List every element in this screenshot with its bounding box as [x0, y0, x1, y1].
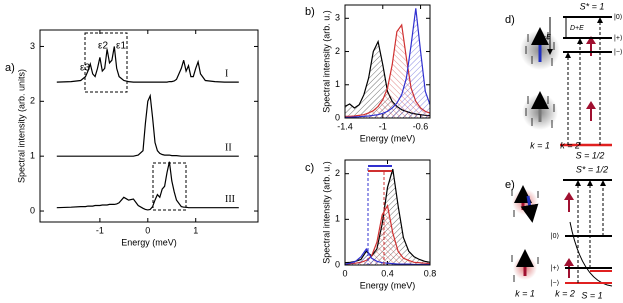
- level-label: |0⟩: [551, 232, 560, 240]
- y-tick-label: 2: [335, 46, 340, 56]
- panel-label: e): [505, 179, 515, 191]
- y-axis-label: Spectral intensity (arb. u.): [321, 161, 331, 264]
- spin-cluster: [511, 185, 574, 282]
- y-tick-label: 2: [30, 96, 35, 106]
- y-tick-label: 3: [30, 41, 35, 51]
- frame: [344, 4, 431, 119]
- splitting-label: D−E: [537, 34, 551, 41]
- series-line: [56, 161, 239, 211]
- y-tick-label: 1: [30, 151, 35, 161]
- x-tick-label: 1: [193, 225, 198, 235]
- panel-label: a): [5, 62, 15, 74]
- frame: [39, 29, 259, 223]
- level-label: |0⟩: [614, 13, 623, 21]
- y-tick-label: 1: [335, 79, 340, 89]
- state-label: S = 1: [581, 290, 602, 300]
- panel-label: b): [305, 6, 315, 18]
- series-line: [345, 8, 430, 118]
- level-label: |−⟩: [551, 279, 560, 287]
- state-label: S* = 1: [580, 1, 605, 11]
- x-axis-label: Energy (meV): [360, 280, 416, 290]
- annotation: ε2: [98, 41, 108, 52]
- site-label: k = 2: [555, 288, 575, 298]
- bracket: [550, 17, 567, 52]
- y-axis-label: Spectral intensity (arb. units): [16, 69, 26, 183]
- x-tick-label: -1.4: [337, 121, 353, 131]
- x-tick-label: -1: [379, 121, 387, 131]
- series-label: I: [225, 68, 228, 79]
- x-axis-label: Energy (meV): [360, 133, 416, 143]
- splitting-label: D+E: [570, 25, 584, 32]
- y-tick-label: 0: [30, 205, 35, 215]
- annotation: ε1: [116, 41, 126, 52]
- frame: [344, 159, 431, 266]
- spin-cluster: [520, 27, 596, 130]
- site-label: k = 1: [530, 140, 550, 150]
- level-label: |−⟩: [614, 48, 623, 56]
- dashed-box: [84, 32, 128, 93]
- x-tick-label: -0.6: [413, 121, 429, 131]
- panel-label: d): [505, 14, 515, 26]
- level-label: |+⟩: [614, 34, 623, 42]
- y-tick-label: 0: [335, 259, 340, 269]
- x-tick-label: 0.8: [424, 268, 437, 278]
- series-label: III: [225, 194, 235, 205]
- x-axis-label: Energy (meV): [121, 237, 177, 247]
- y-axis-label: Spectral intensity (arb. u.): [321, 10, 331, 113]
- x-tick-label: 0: [342, 268, 347, 278]
- y-tick-label: 1: [335, 214, 340, 224]
- x-tick-label: 0.4: [381, 268, 394, 278]
- site-label: k = 1: [515, 288, 535, 298]
- area-fill: [345, 205, 430, 265]
- level-label: |+⟩: [551, 264, 560, 272]
- y-tick-label: 2: [335, 168, 340, 178]
- area-fill: [345, 8, 430, 118]
- potential-curve: [569, 221, 613, 287]
- site-label: k = 2: [560, 140, 580, 150]
- area-fill: [345, 249, 430, 265]
- series-label: II: [225, 142, 232, 153]
- x-tick-label: 0: [145, 225, 150, 235]
- y-tick-label: 0: [335, 112, 340, 122]
- panel-label: c): [305, 162, 314, 174]
- area-fill: [345, 41, 430, 118]
- x-tick-label: -1: [96, 225, 104, 235]
- y-tick-label: 3: [335, 13, 340, 23]
- series-line: [56, 46, 239, 83]
- state-label: S* = 1/2: [576, 164, 608, 174]
- series-line: [56, 93, 239, 157]
- state-label: S = 1/2: [576, 150, 605, 160]
- dashed-box: [152, 162, 187, 211]
